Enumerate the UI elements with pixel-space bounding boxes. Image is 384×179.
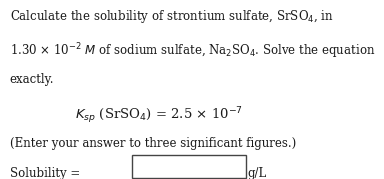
Text: Calculate the solubility of strontium sulfate, SrSO$_4$, in: Calculate the solubility of strontium su… [10,8,333,25]
FancyBboxPatch shape [132,155,246,178]
Text: $K_{sp}$ (SrSO$_4$) = 2.5 $\times$ 10$^{-7}$: $K_{sp}$ (SrSO$_4$) = 2.5 $\times$ 10$^{… [75,106,243,126]
Text: (Enter your answer to three significant figures.): (Enter your answer to three significant … [10,137,296,150]
Text: g/L: g/L [248,167,267,179]
Text: Solubility =: Solubility = [10,167,80,179]
Text: exactly.: exactly. [10,73,54,86]
Text: 1.30 $\times$ 10$^{-2}$ $\it{M}$ of sodium sulfate, Na$_2$SO$_4$. Solve the equa: 1.30 $\times$ 10$^{-2}$ $\it{M}$ of sodi… [10,41,375,61]
